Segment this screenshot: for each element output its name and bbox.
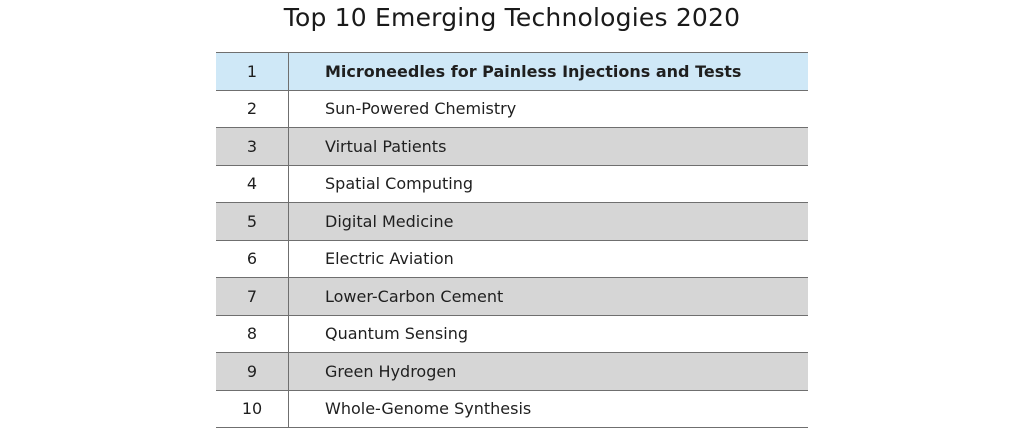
rank-cell: 9 (216, 352, 289, 391)
table-row: 6 Electric Aviation (216, 240, 808, 278)
technology-cell: Microneedles for Painless Injections and… (288, 52, 808, 91)
technology-cell: Green Hydrogen (288, 352, 808, 391)
table-row: 9 Green Hydrogen (216, 352, 808, 391)
rank-cell: 6 (216, 240, 289, 278)
technology-cell: Virtual Patients (288, 127, 808, 166)
rank-cell: 1 (216, 52, 289, 91)
rank-cell: 5 (216, 202, 289, 241)
rank-cell: 2 (216, 90, 289, 128)
technology-cell: Quantum Sensing (288, 315, 808, 353)
rank-cell: 8 (216, 315, 289, 353)
table-body: 1 Microneedles for Painless Injections a… (216, 52, 808, 428)
table-row: 4 Spatial Computing (216, 165, 808, 203)
rank-cell: 10 (216, 390, 289, 428)
technology-cell: Electric Aviation (288, 240, 808, 278)
table-row: 10 Whole-Genome Synthesis (216, 390, 808, 428)
technology-cell: Sun-Powered Chemistry (288, 90, 808, 128)
technology-cell: Lower-Carbon Cement (288, 277, 808, 316)
technology-cell: Digital Medicine (288, 202, 808, 241)
table-row: 1 Microneedles for Painless Injections a… (216, 52, 808, 91)
technology-cell: Whole-Genome Synthesis (288, 390, 808, 428)
technology-ranking-table: 1 Microneedles for Painless Injections a… (216, 52, 808, 428)
table-row: 3 Virtual Patients (216, 127, 808, 166)
table-row: 8 Quantum Sensing (216, 315, 808, 353)
technology-cell: Spatial Computing (288, 165, 808, 203)
table-row: 2 Sun-Powered Chemistry (216, 90, 808, 128)
rank-cell: 3 (216, 127, 289, 166)
page-title: Top 10 Emerging Technologies 2020 (283, 3, 741, 32)
rank-cell: 4 (216, 165, 289, 203)
rank-cell: 7 (216, 277, 289, 316)
table-row: 5 Digital Medicine (216, 202, 808, 241)
table-row: 7 Lower-Carbon Cement (216, 277, 808, 316)
